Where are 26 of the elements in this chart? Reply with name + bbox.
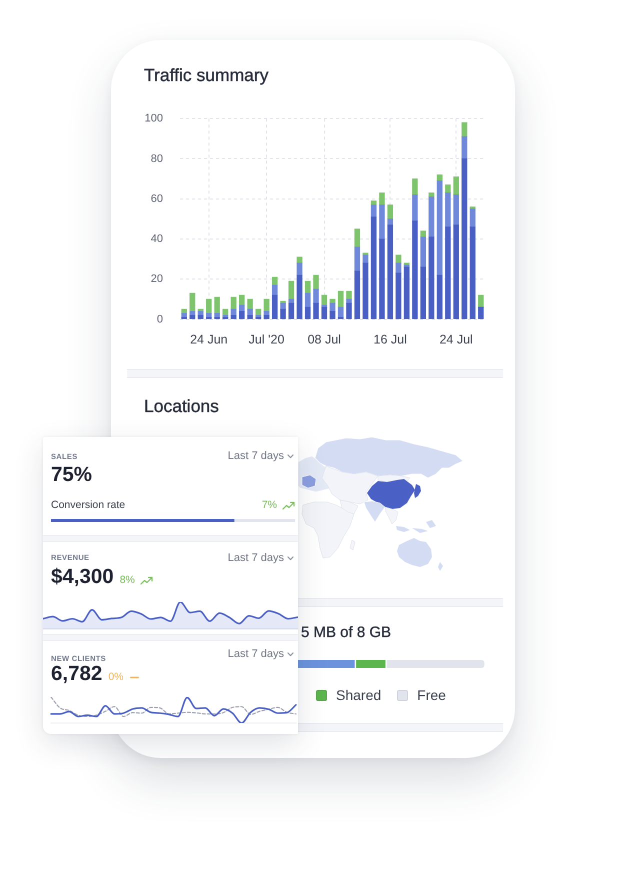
x-tick-label: 16 Jul [374,332,407,346]
y-tick-label: 40 [150,233,163,246]
y-tick-label: 60 [150,192,163,205]
y-tick-label: 20 [150,273,163,286]
chart-title: Traffic summary [144,64,268,86]
text: 0% [108,671,124,684]
chart-subtitle: 75% [51,463,92,487]
text: 7% [262,499,277,512]
text: Last 7 days [228,552,284,565]
text: Last 7 days [228,450,284,463]
legend-label: Free [417,687,446,704]
chart-subtitle: 6,782 [51,662,102,686]
x-tick-label: 08 Jul [308,332,341,346]
annotation: Last 7 days [228,648,284,661]
x-tick-label: 24 Jun [190,332,228,346]
y-tick-label: 80 [150,152,163,165]
y-tick-label: 100 [144,112,163,125]
legend-label: Shared [336,687,382,704]
y-tick-label: 0 [156,313,163,326]
text: Locations [144,395,219,417]
chart-title: 5 MB of 8 GB [301,624,392,642]
chart-subtitle: $4,300 [51,565,114,589]
text: Conversion rate [51,499,126,512]
text: 8% [120,574,135,587]
x-tick-label: 24 Jul [439,332,473,346]
x-tick-label: Jul '20 [248,332,284,346]
